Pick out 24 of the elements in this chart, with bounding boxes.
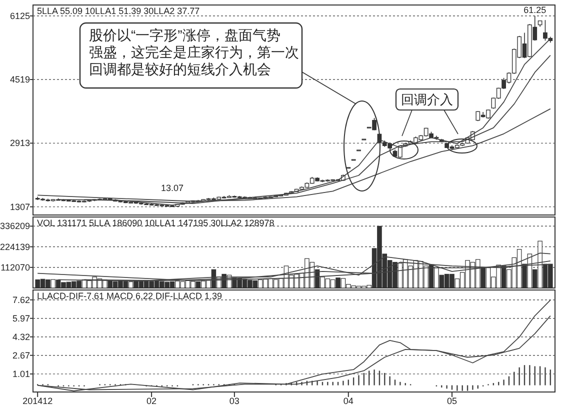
y-tick-label: 5.97 — [12, 313, 30, 324]
chart-title: VOL 131171 5LLA 186090 10LLA1 147195 30LLA2 128978 — [37, 218, 274, 228]
x-tick-label: 201412 — [22, 396, 53, 406]
annotation: 61.25 — [524, 4, 546, 15]
x-tick-label: 05 — [446, 396, 457, 406]
y-tick-label: 2913 — [10, 138, 30, 148]
x-tick-label: 03 — [229, 396, 240, 406]
y-tick-label: 336209 — [0, 221, 30, 232]
y-tick-label: 224139 — [0, 242, 30, 252]
y-tick-label: 4519 — [10, 74, 30, 85]
y-tick-label: 6125 — [10, 10, 30, 21]
chart-title: 5LLA 55.09 10LLA1 51.39 30LLA2 37.77 — [37, 6, 200, 16]
y-tick-label: 2.67 — [12, 350, 30, 360]
y-tick-label: 7.62 — [12, 294, 30, 305]
y-tick-label: 1.01 — [12, 368, 30, 379]
x-tick-label: 04 — [343, 396, 354, 406]
annotation: 回调介入 — [401, 92, 453, 107]
annotation: 股价以“一字形”涨停，盘面气势强盛，这完全是庄家行为，第一次回调都是较好的短线介入机会 — [89, 27, 299, 77]
y-tick-label: 1307 — [10, 202, 30, 212]
annotation: 13.07 — [161, 182, 184, 193]
y-tick-label: 4.32 — [12, 332, 30, 342]
x-tick-label: 02 — [146, 396, 157, 406]
y-tick-label: 112070 — [0, 262, 30, 272]
chart-title: LLACD-DIF-7.61 MACD 6.22 DIF-LLACD 1.39 — [37, 291, 222, 301]
